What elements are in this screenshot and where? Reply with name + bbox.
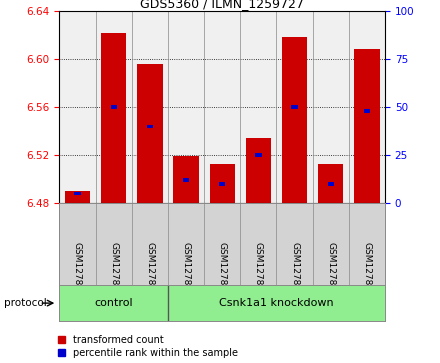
Bar — [173, 156, 199, 203]
Bar — [318, 164, 343, 203]
Text: Csnk1a1 knockdown: Csnk1a1 knockdown — [219, 298, 334, 308]
Text: GSM1278264: GSM1278264 — [254, 242, 263, 303]
Bar — [364, 109, 370, 113]
Bar — [282, 37, 307, 203]
Text: GSM1278262: GSM1278262 — [182, 242, 191, 303]
Bar — [110, 105, 117, 109]
Bar — [246, 138, 271, 203]
Bar — [147, 125, 153, 128]
Text: GSM1278267: GSM1278267 — [363, 242, 371, 303]
Bar — [183, 179, 189, 182]
Bar — [327, 182, 334, 186]
Bar — [255, 154, 261, 157]
Bar — [65, 191, 90, 203]
Legend: transformed count, percentile rank within the sample: transformed count, percentile rank withi… — [58, 335, 238, 358]
Text: GSM1278266: GSM1278266 — [326, 242, 335, 303]
Bar — [137, 64, 162, 203]
Text: GSM1278261: GSM1278261 — [145, 242, 154, 303]
Text: control: control — [94, 298, 133, 308]
Title: GDS5360 / ILMN_1259727: GDS5360 / ILMN_1259727 — [140, 0, 304, 10]
Bar — [74, 192, 81, 195]
Bar — [209, 164, 235, 203]
Bar — [354, 49, 380, 203]
Bar — [101, 33, 126, 203]
Text: GSM1278260: GSM1278260 — [109, 242, 118, 303]
Text: protocol: protocol — [4, 298, 47, 308]
Bar — [291, 105, 298, 109]
Text: GSM1278259: GSM1278259 — [73, 242, 82, 303]
Text: GSM1278265: GSM1278265 — [290, 242, 299, 303]
Bar — [219, 182, 225, 186]
Text: GSM1278263: GSM1278263 — [218, 242, 227, 303]
